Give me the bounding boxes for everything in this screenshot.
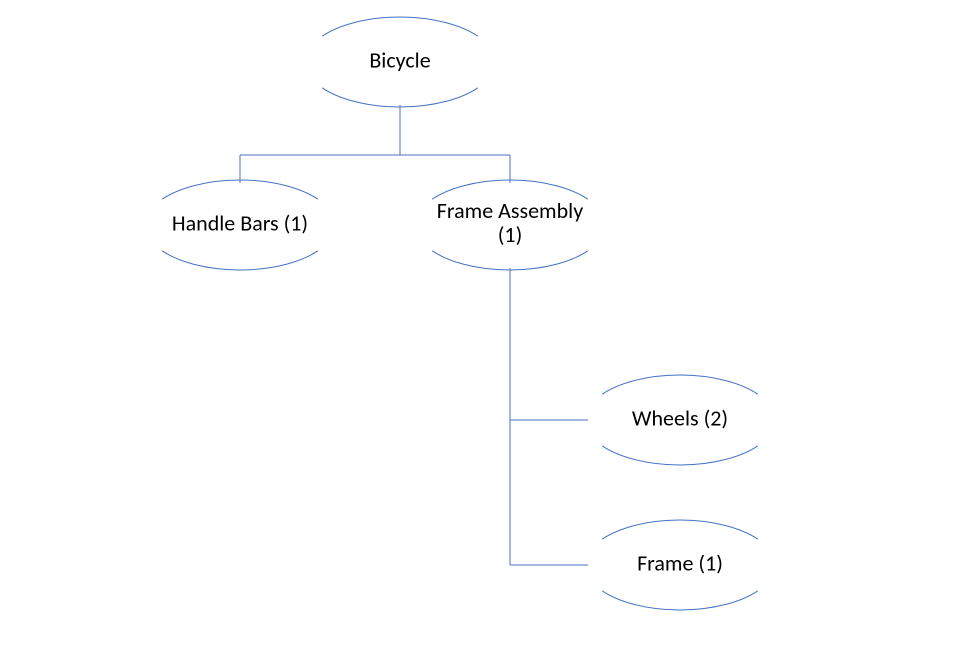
node-frame: Frame (1) [602, 520, 758, 610]
node-bicycle-label: Bicycle [369, 46, 430, 73]
node-bicycle: Bicycle [322, 17, 478, 107]
node-wheels: Wheels (2) [602, 375, 758, 465]
node-frameasm: Frame Assembly(1) [432, 180, 588, 270]
node-frameasm-label: Frame Assembly(1) [437, 197, 583, 248]
node-wheels-label: Wheels (2) [632, 404, 728, 431]
node-handlebars: Handle Bars (1) [162, 180, 318, 270]
node-handlebars-label: Handle Bars (1) [172, 209, 308, 236]
bom-tree-diagram: Bicycle Handle Bars (1) Frame Assembly(1… [0, 0, 960, 650]
node-frame-label: Frame (1) [637, 549, 723, 576]
